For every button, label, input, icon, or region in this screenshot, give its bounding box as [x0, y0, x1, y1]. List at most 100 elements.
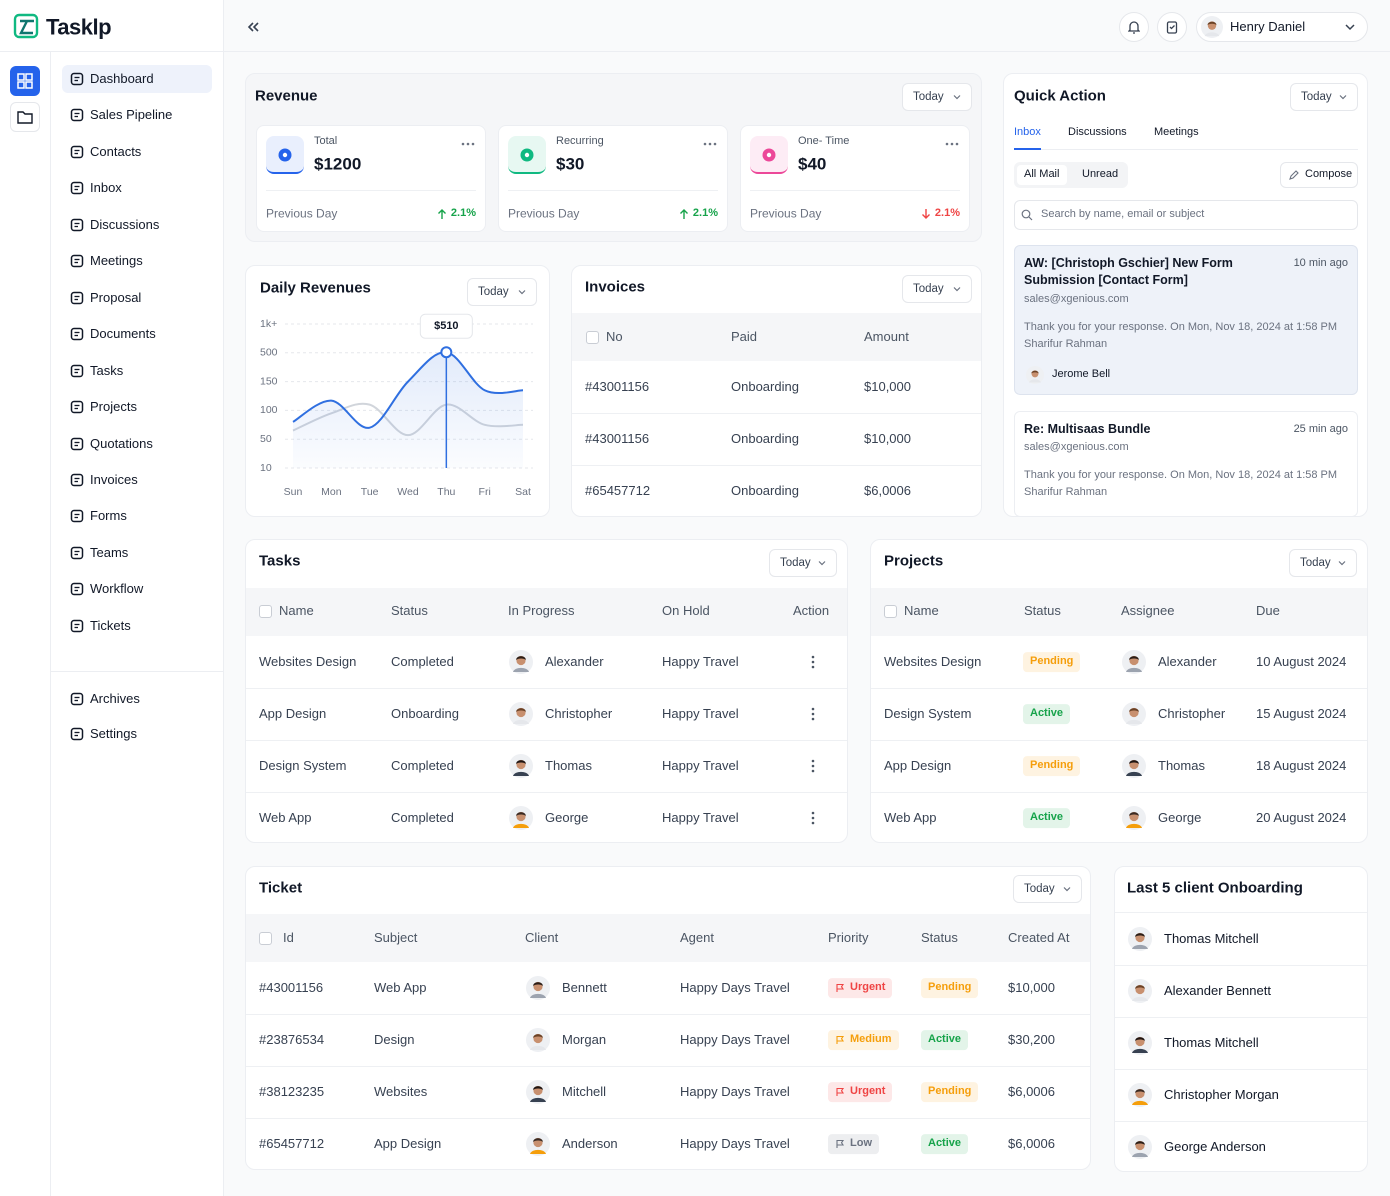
nav-item[interactable]: Forms — [90, 508, 127, 524]
cell: Alexander — [545, 653, 604, 669]
cell: Completed — [391, 653, 454, 669]
cell: 10 August 2024 — [1256, 653, 1347, 669]
nav-item[interactable]: Quotations — [90, 435, 153, 451]
y-tick-label: 50 — [260, 433, 272, 445]
cell: Websites Design — [259, 653, 357, 669]
column-header: Status — [1024, 602, 1061, 618]
trend-arrow — [921, 208, 931, 220]
cell: $6,0006 — [1008, 1135, 1055, 1151]
cell: Web App — [259, 809, 312, 825]
message-time: 25 min ago — [1293, 423, 1348, 436]
checkbox[interactable] — [259, 605, 272, 618]
nav-item[interactable]: Tasks — [90, 362, 124, 378]
chevron — [1338, 92, 1348, 102]
nav-item[interactable]: Teams — [90, 544, 129, 560]
nav-item[interactable]: Meetings — [90, 253, 143, 269]
dropdown[interactable] — [1290, 83, 1358, 111]
checkbox[interactable] — [259, 932, 272, 945]
nav-item[interactable]: Dashboard — [90, 70, 154, 86]
chevron — [817, 558, 827, 568]
avatar-graphic — [1201, 16, 1223, 38]
nav-item[interactable]: Inbox — [90, 180, 122, 196]
cell: 20 August 2024 — [1256, 809, 1347, 825]
rail-dashboard[interactable] — [10, 66, 40, 96]
stat-amount: $40 — [798, 154, 827, 174]
sidebar — [0, 0, 223, 1196]
icon-graphic — [70, 182, 84, 195]
status-pill: Active — [921, 1030, 969, 1050]
notification-button[interactable] — [1119, 12, 1149, 42]
column-header: Created At — [1008, 929, 1070, 945]
row-divider — [246, 688, 847, 689]
message[interactable] — [1014, 245, 1358, 395]
trend-arrow-graphic — [680, 209, 688, 219]
nav-item[interactable]: Projects — [90, 398, 137, 414]
client-name: Christopher Morgan — [1164, 1086, 1279, 1102]
nav-item[interactable]: Sales Pipeline — [90, 107, 173, 123]
compose-button[interactable] — [1280, 162, 1358, 188]
action-menu — [810, 706, 816, 722]
avatar — [526, 1028, 550, 1052]
clipboard-icon-graphic — [1166, 21, 1178, 34]
search-box[interactable] — [1014, 200, 1358, 230]
cell: Completed — [391, 757, 454, 773]
dropdown[interactable] — [467, 278, 537, 306]
nav-item[interactable]: Contacts — [90, 143, 142, 159]
nav-item[interactable]: Workflow — [90, 581, 144, 597]
user-name: Henry Daniel — [1230, 18, 1306, 34]
nav-item[interactable]: Settings — [90, 725, 137, 741]
cell: Thomas — [1158, 757, 1205, 773]
dropdown[interactable] — [1013, 875, 1082, 903]
tab[interactable]: Meetings — [1154, 126, 1199, 139]
cell: #65457712 — [585, 482, 651, 498]
clipboard-button[interactable] — [1157, 12, 1187, 42]
search-icon-graphic — [1021, 209, 1033, 221]
rail-icon — [17, 73, 33, 89]
avatar — [1122, 702, 1146, 726]
pen-icon — [1288, 169, 1300, 181]
dropdown[interactable] — [902, 83, 972, 111]
tab-indicator — [1014, 148, 1041, 150]
row-divider — [1115, 1017, 1367, 1018]
status-pill: Active — [1023, 704, 1071, 724]
column-header: Agent — [680, 929, 714, 945]
icon — [70, 546, 84, 560]
chevron — [1344, 21, 1356, 33]
message-body: Thank you for your response. On Mon, Nov… — [1024, 469, 1338, 498]
chevron — [952, 92, 962, 102]
rail-folder[interactable] — [10, 102, 40, 132]
cell: $6,0006 — [1008, 1083, 1055, 1099]
dropdown[interactable] — [1289, 549, 1357, 577]
x-tick-label: Tue — [361, 486, 379, 498]
cell: Happy Days Travel — [680, 1031, 790, 1047]
nav-item[interactable]: Archives — [90, 690, 140, 706]
checkbox[interactable] — [884, 605, 897, 618]
mail-filter-option[interactable]: Unread — [1082, 168, 1119, 181]
chevron-graphic — [1339, 95, 1347, 100]
table-header — [246, 914, 1090, 962]
action-menu — [810, 654, 816, 670]
dropdown[interactable] — [902, 275, 972, 303]
checkbox[interactable] — [586, 331, 599, 344]
avatar-graphic — [1128, 979, 1152, 1003]
nav-item[interactable]: Invoices — [90, 471, 138, 487]
dropdown-label: Today — [780, 556, 811, 569]
user-menu[interactable] — [1196, 12, 1368, 42]
nav-item[interactable]: Documents — [90, 326, 156, 342]
icon-graphic — [70, 72, 84, 86]
avatar-graphic — [1026, 366, 1044, 384]
tab[interactable]: Discussions — [1068, 126, 1127, 139]
cell: $10,000 — [864, 430, 911, 446]
message[interactable] — [1014, 411, 1358, 517]
tab[interactable]: Inbox — [1014, 126, 1041, 139]
nav-item[interactable]: Tickets — [90, 617, 131, 633]
row-divider — [1115, 965, 1367, 966]
nav-item[interactable]: Discussions — [90, 216, 160, 232]
dropdown[interactable] — [769, 549, 837, 577]
flag-icon — [835, 1035, 845, 1045]
rail-icon-graphic — [17, 111, 33, 124]
row-divider — [246, 1118, 1090, 1119]
mail-filter-option[interactable]: All Mail — [1024, 168, 1060, 181]
nav-item[interactable]: Proposal — [90, 289, 142, 305]
stat-glyph — [276, 146, 294, 164]
